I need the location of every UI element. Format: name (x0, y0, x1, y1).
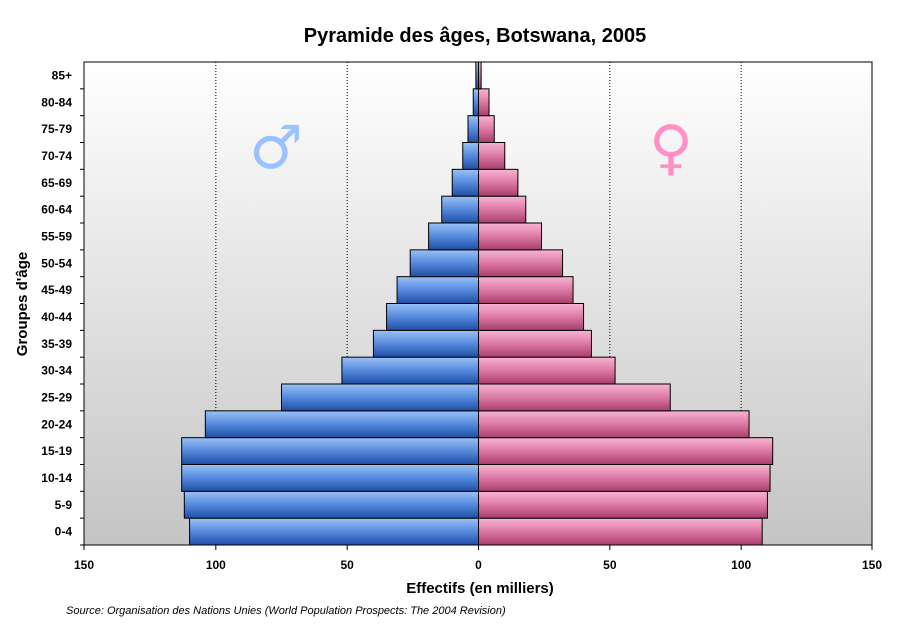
y-tick-label: 30-34 (41, 364, 72, 378)
y-tick-label: 50-54 (41, 256, 72, 270)
male-bar-30-34 (341, 356, 479, 385)
y-tick-label: 5-9 (55, 498, 73, 512)
female-bar-85+ (478, 61, 482, 90)
male-bar-55-59 (428, 222, 479, 251)
male-bar-75-79 (467, 115, 480, 143)
male-bar-70-74 (462, 142, 479, 170)
female-bar-10-14 (478, 464, 771, 492)
male-bar-15-19 (181, 437, 479, 465)
male-bar-10-14 (181, 464, 479, 492)
male-symbol: ♂ (249, 113, 303, 183)
x-tick-label: 50 (603, 558, 617, 572)
x-tick-label: 0 (475, 558, 482, 572)
female-bar-75-79 (478, 115, 495, 143)
y-tick-label: 85+ (52, 68, 72, 82)
x-tick-label: 150 (862, 558, 882, 572)
x-tick-label: 100 (206, 558, 226, 572)
female-bar-45-49 (478, 276, 574, 304)
male-bar-20-24 (204, 410, 479, 439)
female-symbol: ♀ (649, 113, 693, 183)
female-bar-65-69 (478, 168, 519, 197)
y-tick-label: 40-44 (41, 310, 72, 324)
female-bar-60-64 (478, 195, 527, 224)
female-bar-70-74 (478, 142, 506, 170)
y-tick-label: 70-74 (41, 149, 72, 163)
female-bar-15-19 (478, 437, 774, 465)
y-tick-label: 10-14 (41, 471, 72, 485)
male-bar-0-4 (189, 517, 479, 546)
source-note: Source: Organisation des Nations Unies (… (66, 605, 506, 617)
female-bar-80-84 (478, 88, 490, 117)
y-tick-label: 65-69 (41, 176, 72, 190)
female-bar-30-34 (478, 356, 616, 385)
y-tick-label: 55-59 (41, 229, 72, 243)
male-bar-65-69 (451, 168, 480, 197)
male-bar-5-9 (183, 490, 480, 519)
x-tick-label: 100 (731, 558, 751, 572)
male-bar-25-29 (281, 383, 479, 412)
y-axis-title: Groupes d'âge (14, 252, 31, 356)
female-bar-50-54 (478, 249, 564, 278)
female-bar-35-39 (478, 329, 592, 358)
female-bar-55-59 (478, 222, 543, 251)
y-tick-label: 75-79 (41, 122, 72, 136)
y-tick-label: 15-19 (41, 444, 72, 458)
male-bar-80-84 (472, 88, 480, 117)
male-bar-35-39 (372, 329, 479, 358)
y-axis-ticks: 0-4 5-9 10-14 15-19 20-24 25-29 30-34 35-39 40-4… (41, 68, 84, 546)
y-tick-label: 60-64 (41, 203, 72, 217)
female-bar-5-9 (478, 490, 768, 519)
female-bars (478, 61, 774, 546)
female-bar-0-4 (478, 517, 763, 546)
y-tick-label: 20-24 (41, 417, 72, 431)
x-tick-label: 50 (340, 558, 354, 572)
y-tick-label: 0-4 (55, 525, 73, 539)
x-axis-title: Effectifs (en milliers) (406, 580, 554, 597)
male-bar-45-49 (396, 276, 479, 304)
female-bar-40-44 (478, 303, 585, 331)
male-bar-60-64 (441, 195, 479, 224)
x-axis-ticks: 150 100 50 0 50 100 150 (74, 545, 882, 572)
y-tick-label: 35-39 (41, 337, 72, 351)
y-tick-label: 25-29 (41, 390, 72, 404)
male-bar-50-54 (409, 249, 479, 278)
y-tick-label: 80-84 (41, 95, 72, 109)
x-tick-label: 150 (74, 558, 94, 572)
male-bars (181, 61, 480, 546)
female-bar-25-29 (478, 383, 671, 412)
chart-title: Pyramide des âges, Botswana, 2005 (304, 25, 646, 47)
y-tick-label: 45-49 (41, 283, 72, 297)
female-bar-20-24 (478, 410, 750, 439)
male-bar-40-44 (386, 303, 480, 331)
